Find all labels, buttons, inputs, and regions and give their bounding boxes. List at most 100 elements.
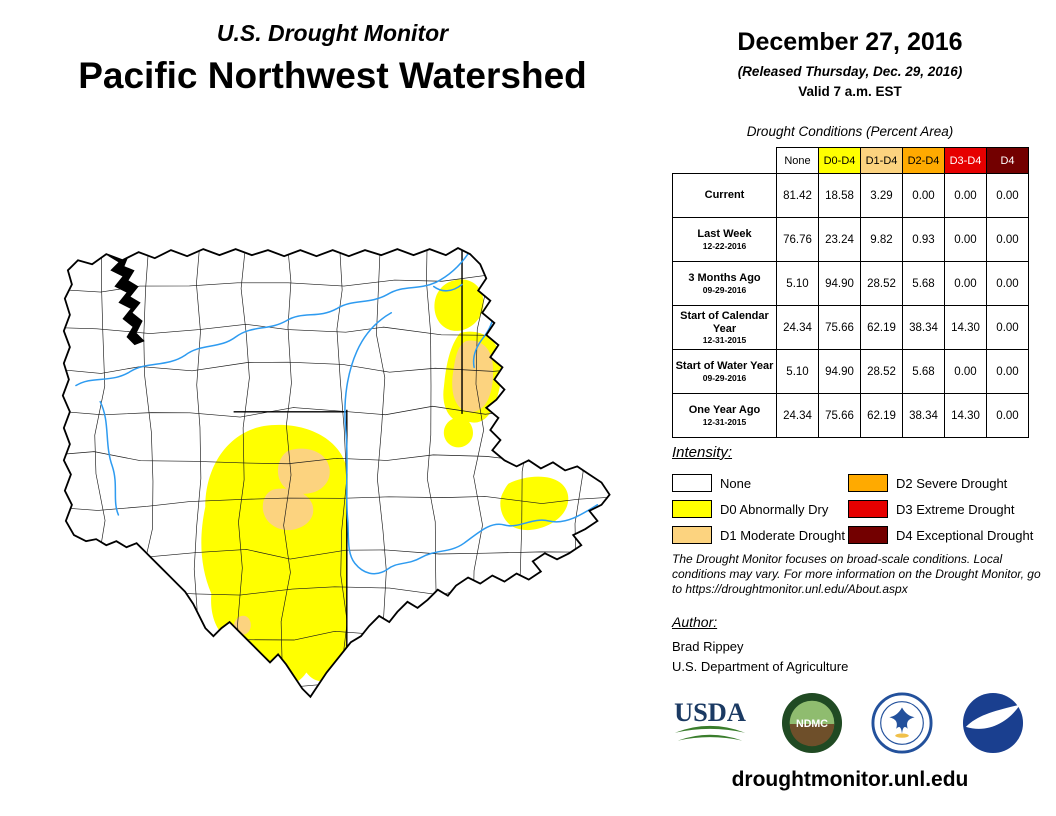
footer-url: droughtmonitor.unl.edu [731, 768, 969, 791]
legend-swatch-d1 [672, 526, 712, 544]
value-cell: 38.34 [902, 305, 945, 350]
value-cell: 28.52 [860, 261, 903, 306]
value-cell: 94.90 [818, 349, 861, 394]
author-name: Brad Rippey [672, 639, 744, 654]
value-cell: 0.00 [986, 349, 1029, 394]
row-label: Start of Water Year 09-29-2016 [672, 349, 777, 394]
value-cell: 18.58 [818, 173, 861, 218]
value-cell: 14.30 [944, 393, 987, 438]
value-cell: 0.00 [944, 217, 987, 262]
legend-item-d4: D4 Exceptional Drought [848, 522, 1042, 548]
value-cell: 5.10 [776, 349, 819, 394]
value-cell: 23.24 [818, 217, 861, 262]
row-label: 3 Months Ago 09-29-2016 [672, 261, 777, 306]
ndmc-soil [789, 723, 834, 747]
river-snake-north [344, 312, 393, 522]
disclaimer-text: The Drought Monitor focuses on broad-sca… [672, 552, 1041, 597]
legend-swatch-d2 [848, 474, 888, 492]
report-date: December 27, 2016 [737, 28, 963, 56]
legend-item-none: None [672, 470, 848, 496]
intensity-legend: Intensity: None D0 Abnormally Dry D1 Mod… [672, 444, 1042, 548]
report-kicker: U.S. Drought Monitor [216, 20, 449, 46]
ndmc-logo: NDMC [781, 692, 842, 754]
usda-field-swoosh2 [677, 734, 743, 741]
value-cell: 14.30 [944, 305, 987, 350]
value-cell: 28.52 [860, 349, 903, 394]
d1-area-central-upper [277, 448, 330, 494]
logos-row: USDA NDMC [668, 692, 1024, 754]
river-willamette [99, 400, 120, 516]
value-cell: 0.93 [902, 217, 945, 262]
drought-conditions-table: None D0-D4 D1-D4 D2-D4 D3-D4 D4 Current … [672, 147, 1029, 438]
value-cell: 24.34 [776, 305, 819, 350]
legend-label: D1 Moderate Drought [720, 527, 846, 543]
table-row-last-week: Last Week 12-22-2016 76.76 23.24 9.82 0.9… [672, 217, 1029, 262]
value-cell: 0.00 [986, 305, 1029, 350]
col-header-d0d4: D0-D4 [818, 147, 861, 174]
value-cell: 0.00 [902, 173, 945, 218]
col-header-d3d4: D3-D4 [944, 147, 987, 174]
legend-swatch-none [672, 474, 712, 492]
legend-swatch-d4 [848, 526, 888, 544]
row-label: Start of Calendar Year 12-31-2015 [672, 305, 777, 350]
author-block: Author: Brad Rippey U.S. Department of A… [672, 614, 848, 674]
usda-wordmark: USDA [674, 698, 746, 727]
d0-area-southeast [500, 476, 569, 531]
value-cell: 5.68 [902, 349, 945, 394]
table-row-current: Current 81.42 18.58 3.29 0.00 0.00 0.00 [672, 173, 1029, 218]
legend-label: D2 Severe Drought [896, 475, 1008, 491]
row-label: Current [672, 173, 777, 218]
table-row-start-water-year: Start of Water Year 09-29-2016 5.10 94.90… [672, 349, 1029, 394]
date-block: December 27, 2016 (Released Thursday, De… [680, 28, 1020, 99]
commerce-eagle-icon [889, 707, 915, 734]
watershed-map-svg [61, 247, 611, 698]
value-cell: 5.10 [776, 261, 819, 306]
rivers [75, 248, 599, 575]
page-title: Pacific Northwest Watershed [78, 55, 587, 96]
watershed-map [50, 240, 680, 715]
table-header-row: None D0-D4 D1-D4 D2-D4 D3-D4 D4 [672, 147, 1029, 174]
legend-swatch-d3 [848, 500, 888, 518]
value-cell: 0.00 [986, 173, 1029, 218]
legend-item-d2: D2 Severe Drought [848, 470, 1042, 496]
value-cell: 24.34 [776, 393, 819, 438]
value-cell: 0.00 [944, 349, 987, 394]
row-label: Last Week 12-22-2016 [672, 217, 777, 262]
legend-swatch-d0 [672, 500, 712, 518]
river-tributary [432, 283, 463, 292]
value-cell: 0.00 [944, 173, 987, 218]
commerce-gold-accent [895, 733, 910, 738]
title-block: U.S. Drought Monitor Pacific Northwest W… [25, 20, 640, 97]
puget-sound [108, 250, 145, 346]
usda-field-swoosh [674, 725, 746, 733]
value-cell: 94.90 [818, 261, 861, 306]
value-cell: 76.76 [776, 217, 819, 262]
table-row-start-calendar-year: Start of Calendar Year 12-31-2015 24.34 7… [672, 305, 1029, 350]
author-org: U.S. Department of Agriculture [672, 659, 849, 674]
col-header-d2d4: D2-D4 [902, 147, 945, 174]
col-header-none: None [776, 147, 819, 174]
river-snake [347, 504, 599, 575]
ndmc-wordmark: NDMC [796, 718, 828, 730]
valid-time: Valid 7 a.m. EST [798, 84, 902, 99]
table-caption: Drought Conditions (Percent Area) [746, 124, 954, 139]
noaa-logo [962, 692, 1023, 754]
value-cell: 38.34 [902, 393, 945, 438]
table-row-3-months-ago: 3 Months Ago 09-29-2016 5.10 94.90 28.52 … [672, 261, 1029, 306]
legend-label: D4 Exceptional Drought [896, 527, 1034, 543]
table-row-one-year-ago: One Year Ago 12-31-2015 24.34 75.66 62.19… [672, 393, 1029, 438]
legend-item-d1: D1 Moderate Drought [672, 522, 848, 548]
value-cell: 5.68 [902, 261, 945, 306]
usda-logo: USDA [674, 698, 746, 741]
d1-area-east-core [452, 340, 494, 412]
legend-label: D3 Extreme Drought [896, 501, 1015, 517]
value-cell: 81.42 [776, 173, 819, 218]
value-cell: 0.00 [986, 217, 1029, 262]
legend-label: None [720, 475, 752, 491]
value-cell: 75.66 [818, 393, 861, 438]
col-header-d1d4: D1-D4 [860, 147, 903, 174]
d1-area-central-lower [262, 488, 314, 531]
legend-item-d3: D3 Extreme Drought [848, 496, 1042, 522]
value-cell: 0.00 [986, 261, 1029, 306]
